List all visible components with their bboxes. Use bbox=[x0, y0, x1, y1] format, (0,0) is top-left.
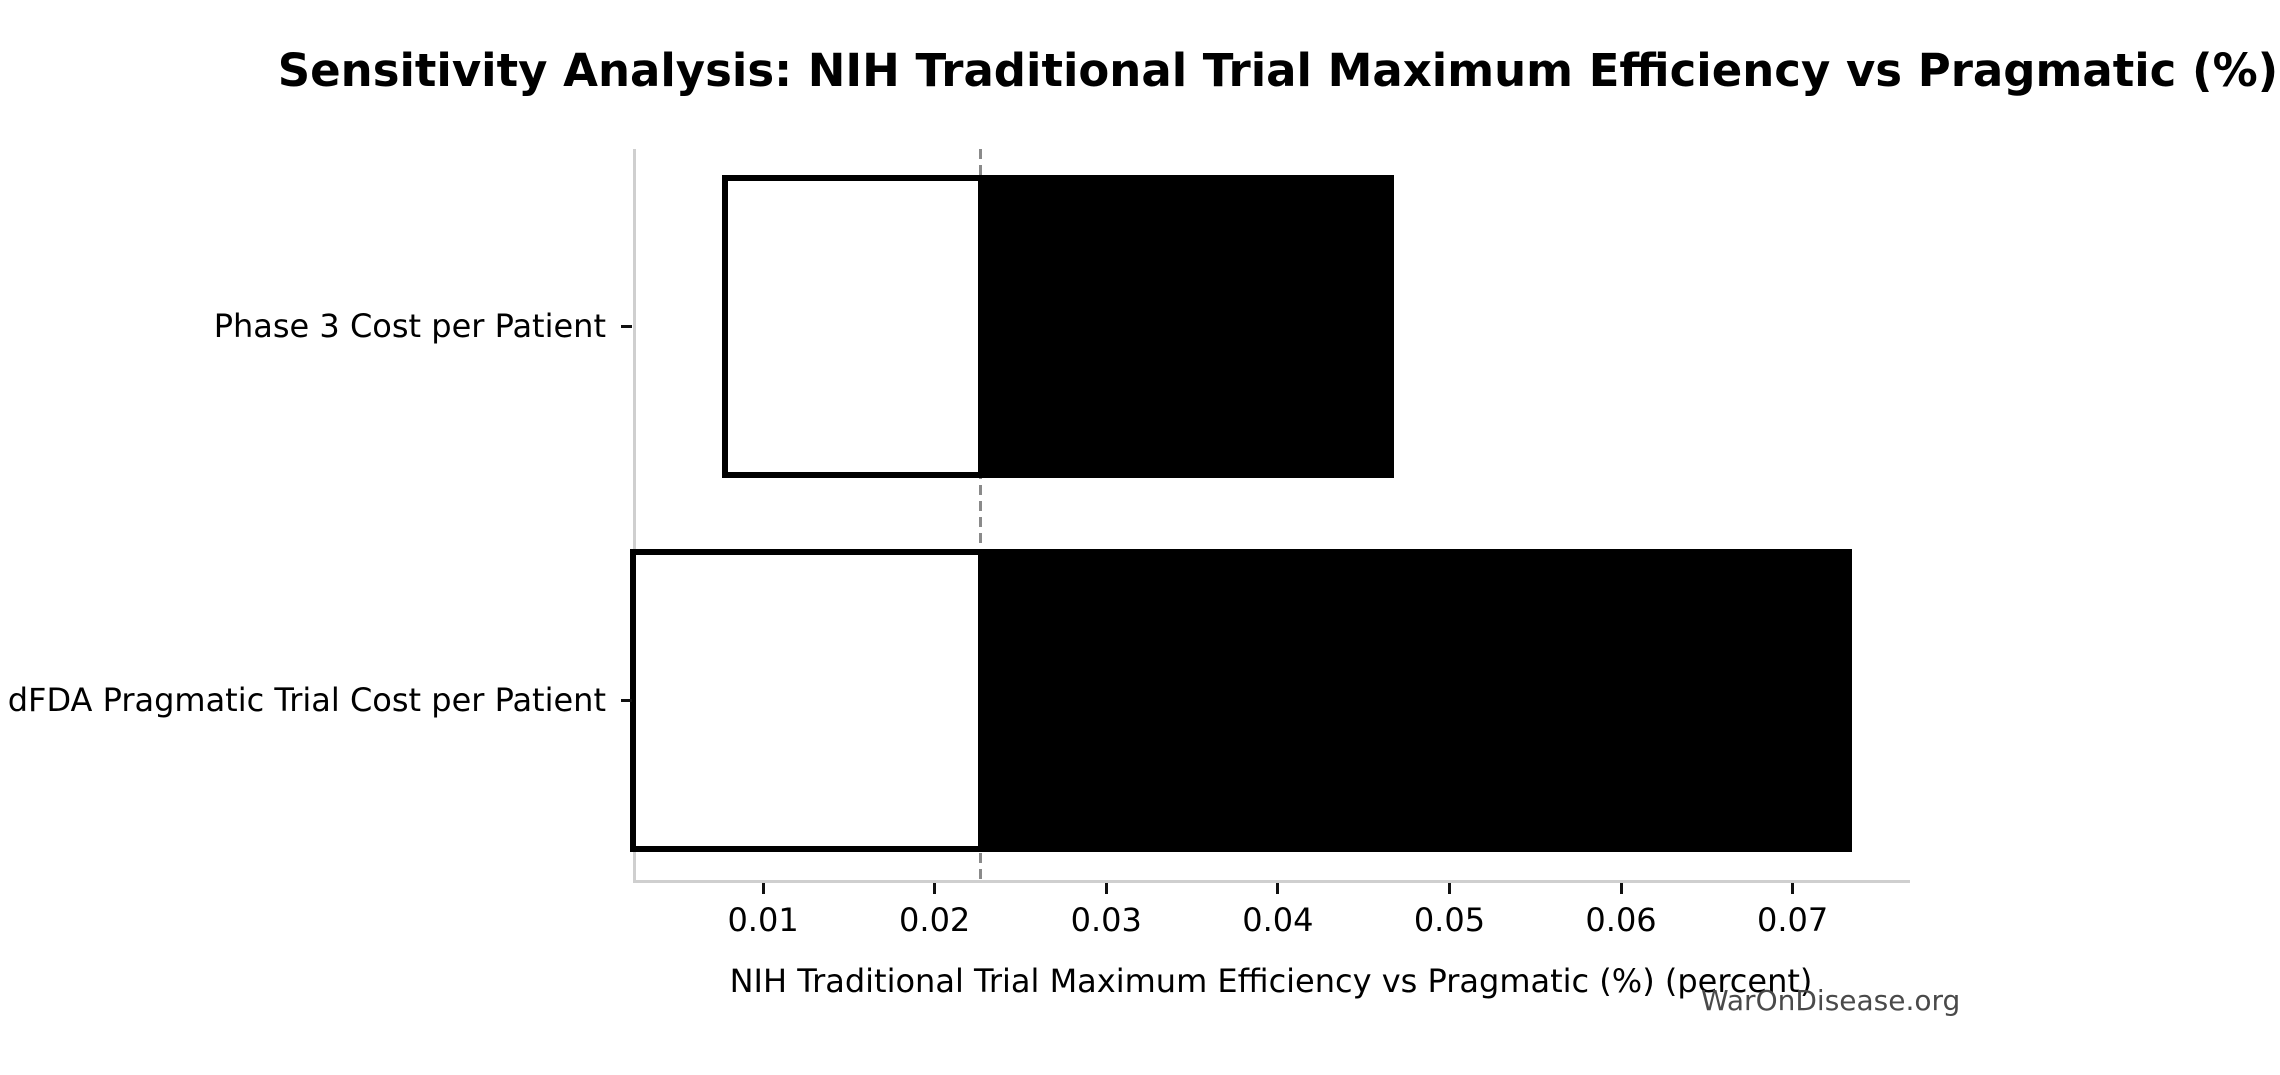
x-tick-label: 0.01 bbox=[727, 901, 799, 939]
x-axis-label: NIH Traditional Trial Maximum Efficiency… bbox=[729, 962, 1813, 1000]
bar-high-segment bbox=[977, 548, 1853, 852]
x-tick bbox=[1276, 883, 1280, 894]
x-tick bbox=[1791, 883, 1795, 894]
x-tick bbox=[1447, 883, 1451, 894]
y-axis-label: dFDA Pragmatic Trial Cost per Patient bbox=[7, 681, 606, 719]
x-tick bbox=[761, 883, 765, 894]
bar-high-segment bbox=[977, 174, 1395, 478]
bar-low-segment bbox=[630, 548, 984, 852]
watermark: WarOnDisease.org bbox=[1701, 984, 1961, 1017]
x-tick-label: 0.05 bbox=[1413, 901, 1486, 939]
y-tick bbox=[621, 324, 632, 328]
x-tick-label: 0.02 bbox=[899, 901, 971, 939]
x-tick-label: 0.04 bbox=[1242, 901, 1314, 939]
y-axis-label: Phase 3 Cost per Patient bbox=[213, 307, 606, 345]
x-tick-label: 0.06 bbox=[1585, 901, 1657, 939]
x-tick bbox=[1104, 883, 1108, 894]
y-tick bbox=[621, 698, 632, 702]
x-tick-label: 0.03 bbox=[1070, 901, 1142, 939]
y-axis-line bbox=[633, 149, 636, 883]
x-tick bbox=[1619, 883, 1623, 894]
baseline-dashed-line bbox=[979, 149, 983, 882]
x-tick bbox=[933, 883, 937, 894]
x-axis-line bbox=[633, 880, 1910, 883]
x-tick-label: 0.07 bbox=[1757, 901, 1829, 939]
chart-title: Sensitivity Analysis: NIH Traditional Tr… bbox=[277, 44, 2279, 97]
bar-low-segment bbox=[722, 174, 984, 478]
